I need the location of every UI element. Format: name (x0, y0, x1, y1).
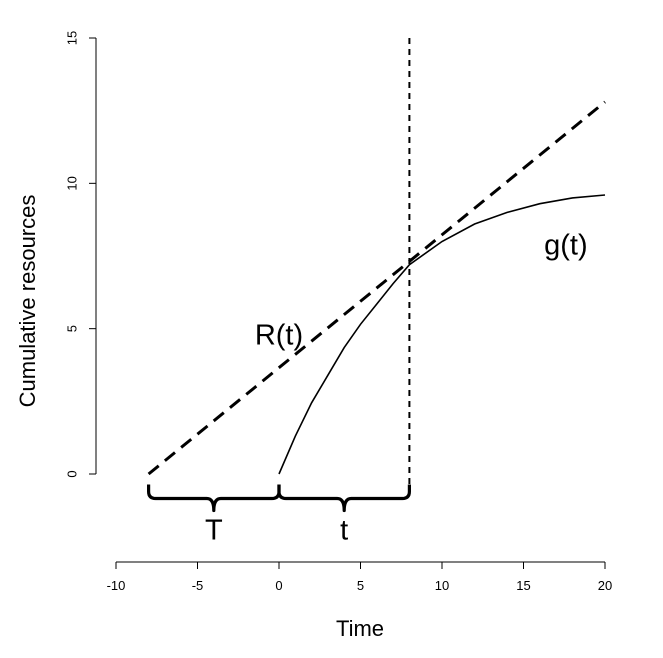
x-tick-label: 5 (357, 578, 364, 593)
y-tick-label: 15 (65, 31, 80, 45)
brace-t (277, 484, 411, 513)
x-tick-label: -10 (107, 578, 126, 593)
y-axis: 0 5 10 15 (65, 31, 97, 478)
y-tick-label: 10 (65, 176, 80, 190)
y-axis-title: Cumulative resources (15, 195, 40, 408)
x-axis-title: Time (336, 616, 384, 641)
plot-area: g(t) R(t) T t (147, 38, 606, 547)
brace-T (147, 484, 281, 513)
y-tick-label: 5 (65, 325, 80, 332)
brace-label: t (340, 515, 348, 547)
x-tick-label: -5 (192, 578, 204, 593)
gain-curve-g (278, 194, 606, 475)
x-tick-label: 0 (275, 578, 282, 593)
x-tick-label: 15 (516, 578, 530, 593)
y-tick-label: 0 (65, 470, 80, 477)
tangent-line-R (147, 100, 606, 476)
x-tick-label: 20 (598, 578, 612, 593)
brace-label: T (205, 515, 223, 547)
curve-annotation: R(t) (255, 319, 303, 351)
x-axis: -10 -5 0 5 10 15 20 (107, 561, 612, 593)
curve-annotation: g(t) (544, 229, 588, 261)
x-tick-label: 10 (435, 578, 449, 593)
